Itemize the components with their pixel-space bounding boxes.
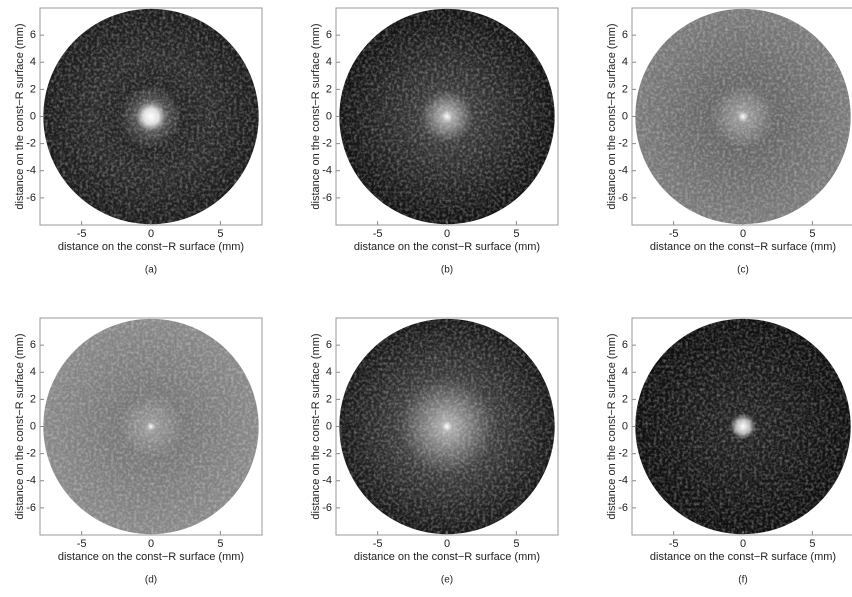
y-axis-label: distance on the const−R surface (mm) — [606, 23, 618, 209]
x-tick-label: -5 — [77, 228, 87, 240]
x-tick-label: 0 — [444, 538, 450, 550]
y-tick-label: 0 — [622, 420, 628, 432]
y-tick-label: 4 — [326, 366, 332, 378]
x-tick-label: 5 — [217, 538, 223, 550]
y-tick-label: 2 — [326, 393, 332, 405]
figure: -5 0 5 -6 -4 -2 0 2 4 6 distance on the const−R su… — [0, 0, 852, 597]
y-tick-label: 2 — [30, 83, 36, 95]
y-tick-label: 2 — [622, 83, 628, 95]
y-tick-label: -4 — [322, 475, 332, 487]
y-tick-label: -4 — [26, 165, 36, 177]
y-axis-label: distance on the const−R surface (mm) — [14, 23, 26, 209]
x-tick-label: -5 — [373, 538, 383, 550]
y-tick-label: -6 — [618, 192, 628, 204]
x-axis-label: distance on the const−R surface (mm) — [650, 551, 836, 563]
x-tick-label: -5 — [77, 538, 87, 550]
x-axis-label: distance on the const−R surface (mm) — [354, 241, 540, 253]
y-tick-label: -6 — [26, 192, 36, 204]
y-tick-label: -4 — [322, 165, 332, 177]
x-tick-label: 5 — [809, 228, 815, 240]
y-tick-label: 2 — [30, 393, 36, 405]
x-axis-label: distance on the const−R surface (mm) — [58, 241, 244, 253]
x-tick-label: -5 — [373, 228, 383, 240]
y-axis-label: distance on the const−R surface (mm) — [14, 333, 26, 519]
y-tick-label: -6 — [26, 502, 36, 514]
caption: (e) — [441, 575, 453, 586]
x-tick-label: -5 — [669, 228, 679, 240]
caption: (c) — [737, 265, 749, 276]
y-tick-label: -6 — [618, 502, 628, 514]
caption: (b) — [441, 265, 453, 276]
y-tick-label: -2 — [618, 138, 628, 150]
y-axis-label: distance on the const−R surface (mm) — [310, 333, 322, 519]
y-tick-label: -6 — [322, 502, 332, 514]
y-tick-label: -6 — [322, 192, 332, 204]
caption: (a) — [145, 265, 157, 276]
caption: (f) — [738, 575, 747, 586]
y-tick-label: 4 — [30, 56, 36, 68]
y-tick-label: 0 — [30, 110, 36, 122]
panel: -5 0 5 -6 -4 -2 0 2 4 6 distance on the const−R su… — [606, 318, 852, 586]
y-tick-label: 0 — [326, 110, 332, 122]
panel: -5 0 5 -6 -4 -2 0 2 4 6 distance on the const−R su… — [14, 318, 262, 586]
y-tick-label: 4 — [622, 366, 628, 378]
y-tick-label: -2 — [618, 448, 628, 460]
x-tick-label: 0 — [148, 538, 154, 550]
y-tick-label: -4 — [618, 475, 628, 487]
y-tick-label: -2 — [322, 448, 332, 460]
y-tick-label: 6 — [326, 29, 332, 41]
y-tick-label: -2 — [322, 138, 332, 150]
y-tick-label: -4 — [26, 475, 36, 487]
y-tick-label: -2 — [26, 138, 36, 150]
x-axis-label: distance on the const−R surface (mm) — [650, 241, 836, 253]
x-tick-label: 0 — [148, 228, 154, 240]
y-tick-label: 0 — [30, 420, 36, 432]
panel: -5 0 5 -6 -4 -2 0 2 4 6 distance on the const−R su… — [310, 318, 558, 586]
y-tick-label: 2 — [326, 83, 332, 95]
x-tick-label: 0 — [740, 538, 746, 550]
y-tick-label: 4 — [622, 56, 628, 68]
panel: -5 0 5 -6 -4 -2 0 2 4 6 distance on the const−R su… — [14, 8, 262, 276]
y-tick-label: 0 — [326, 420, 332, 432]
x-tick-label: -5 — [669, 538, 679, 550]
x-tick-label: 5 — [217, 228, 223, 240]
y-tick-label: 6 — [30, 29, 36, 41]
y-tick-label: -2 — [26, 448, 36, 460]
x-tick-label: 0 — [740, 228, 746, 240]
y-axis-label: distance on the const−R surface (mm) — [606, 333, 618, 519]
y-tick-label: 0 — [622, 110, 628, 122]
x-tick-label: 5 — [513, 228, 519, 240]
x-axis-label: distance on the const−R surface (mm) — [58, 551, 244, 563]
y-tick-label: 6 — [30, 339, 36, 351]
y-tick-label: 6 — [622, 339, 628, 351]
y-tick-label: 6 — [326, 339, 332, 351]
x-tick-label: 5 — [809, 538, 815, 550]
x-axis-label: distance on the const−R surface (mm) — [354, 551, 540, 563]
y-tick-label: 4 — [326, 56, 332, 68]
y-tick-label: -4 — [618, 165, 628, 177]
panel: -5 0 5 -6 -4 -2 0 2 4 6 distance on the const−R su… — [606, 8, 852, 276]
y-axis-label: distance on the const−R surface (mm) — [310, 23, 322, 209]
y-tick-label: 6 — [622, 29, 628, 41]
x-tick-label: 0 — [444, 228, 450, 240]
x-tick-label: 5 — [513, 538, 519, 550]
y-tick-label: 4 — [30, 366, 36, 378]
caption: (d) — [145, 575, 157, 586]
y-tick-label: 2 — [622, 393, 628, 405]
panel: -5 0 5 -6 -4 -2 0 2 4 6 distance on the const−R su… — [310, 8, 558, 276]
